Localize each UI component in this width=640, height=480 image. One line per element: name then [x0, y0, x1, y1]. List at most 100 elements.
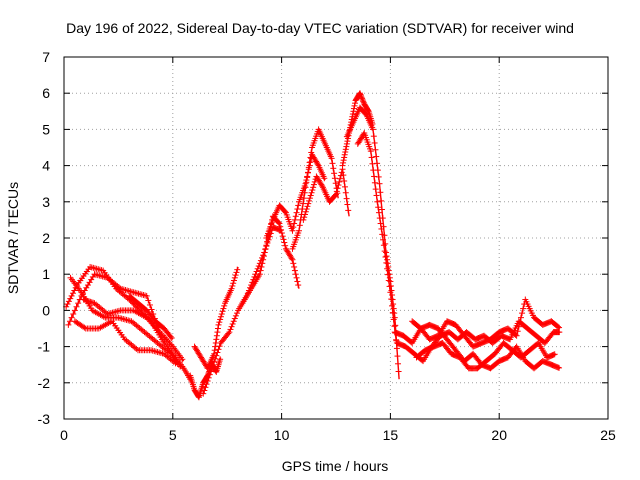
data-point	[373, 192, 380, 199]
data-point	[335, 182, 342, 189]
data-point	[517, 314, 524, 321]
data-point	[377, 189, 384, 196]
data-point	[168, 341, 175, 348]
data-point	[275, 219, 282, 226]
data-point	[282, 208, 289, 215]
data-point	[307, 154, 314, 161]
data-point	[340, 172, 347, 179]
data-point	[71, 287, 78, 294]
data-point	[68, 292, 75, 299]
data-point	[384, 271, 391, 278]
data-point	[293, 274, 300, 281]
y-tick-label: -3	[38, 411, 51, 427]
data-point	[219, 308, 226, 315]
data-point	[291, 216, 298, 223]
data-point	[308, 149, 315, 156]
data-point	[220, 305, 227, 312]
data-point	[231, 274, 238, 281]
data-point	[300, 200, 307, 207]
data-point	[375, 204, 382, 211]
data-point	[376, 215, 383, 222]
data-point	[262, 245, 269, 252]
data-point	[370, 133, 377, 140]
y-tick-label: -1	[38, 339, 51, 355]
data-point	[556, 364, 563, 371]
data-point	[308, 189, 315, 196]
data-point	[203, 381, 210, 388]
data-point	[279, 233, 286, 240]
data-point	[340, 157, 347, 164]
data-point	[201, 387, 208, 394]
x-axis-label: GPS time / hours	[282, 458, 389, 474]
data-point	[217, 316, 224, 323]
data-point	[281, 239, 288, 246]
data-point	[304, 203, 311, 210]
data-point	[359, 95, 366, 102]
data-point	[304, 169, 311, 176]
data-point	[383, 259, 390, 266]
data-point	[216, 319, 223, 326]
x-tick-label: 15	[383, 427, 399, 443]
data-point	[372, 146, 379, 153]
data-point	[277, 223, 284, 230]
data-point	[388, 296, 395, 303]
y-tick-label: 3	[42, 194, 50, 210]
data-point	[214, 349, 221, 356]
data-point	[293, 209, 300, 216]
data-point	[258, 263, 265, 270]
data-point	[358, 94, 365, 101]
x-tick-label: 10	[274, 427, 290, 443]
x-tick-labels: 0 5 10 15 20 25	[60, 57, 616, 443]
y-tick-label: -2	[38, 375, 51, 391]
data-point	[368, 154, 375, 161]
marker-group	[63, 90, 563, 401]
data-point	[230, 280, 237, 287]
data-point	[276, 220, 283, 227]
data-point	[302, 184, 309, 191]
data-point	[291, 267, 298, 274]
data-point	[378, 225, 385, 232]
data-point	[69, 290, 76, 297]
data-point	[341, 177, 348, 184]
data-point	[303, 179, 310, 186]
data-point	[292, 271, 299, 278]
data-point	[371, 173, 378, 180]
data-point	[216, 343, 223, 350]
data-point	[215, 321, 222, 328]
data-point	[148, 306, 155, 313]
data-point	[207, 368, 214, 375]
data-point	[65, 298, 72, 305]
data-point	[301, 211, 308, 218]
data-point	[309, 187, 316, 194]
data-point	[373, 153, 380, 160]
data-point	[229, 282, 236, 289]
data-point	[380, 242, 387, 249]
y-tick-label: 4	[42, 158, 50, 174]
data-point	[260, 253, 267, 260]
data-point	[233, 310, 240, 317]
data-point	[306, 159, 313, 166]
data-point	[292, 213, 299, 220]
data-point	[369, 126, 376, 133]
x-tick-label: 5	[169, 427, 177, 443]
x-tick-label: 0	[60, 427, 68, 443]
data-point	[210, 362, 217, 369]
data-point	[351, 102, 358, 109]
data-point	[300, 195, 307, 202]
data-point	[231, 315, 238, 322]
data-point	[253, 268, 260, 275]
data-point	[344, 201, 351, 208]
x-tick-label: 20	[491, 427, 507, 443]
data-point	[221, 302, 228, 309]
data-point	[514, 328, 521, 335]
data-point	[67, 295, 74, 302]
y-tick-label: 1	[42, 266, 50, 282]
data-point	[263, 242, 270, 249]
data-point	[349, 111, 356, 118]
data-point	[291, 220, 298, 227]
y-tick-label: 5	[42, 121, 50, 137]
data-point	[303, 206, 310, 213]
data-point	[73, 303, 80, 310]
data-point	[359, 96, 366, 103]
data-point	[516, 319, 523, 326]
